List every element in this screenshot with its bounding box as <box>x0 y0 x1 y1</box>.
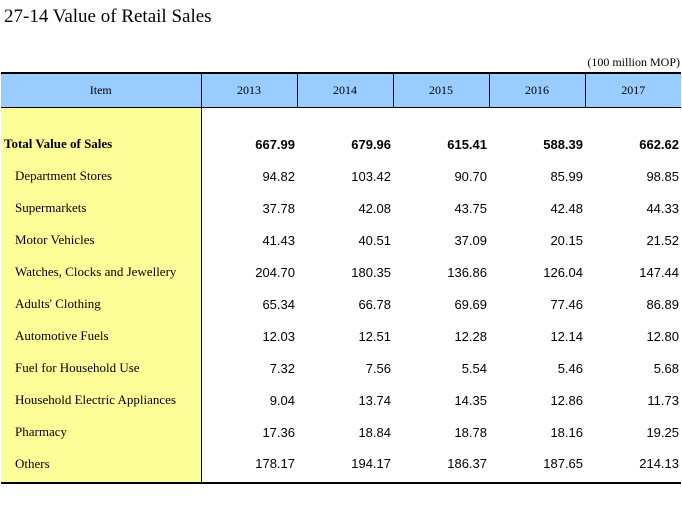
cell-value: 147.44 <box>639 264 679 280</box>
cell-value: 204.70 <box>255 264 295 280</box>
cell-value: 19.25 <box>646 424 679 440</box>
cell-value: 41.43 <box>262 232 295 248</box>
cell-value: 5.68 <box>653 360 679 376</box>
row-label: Supermarkets <box>1 192 202 224</box>
cell-value: 12.51 <box>358 328 391 344</box>
cell-value: 12.28 <box>454 328 487 344</box>
cell-value: 679.96 <box>351 136 391 152</box>
cell-value: 17.36 <box>262 424 295 440</box>
row-label: Pharmacy <box>1 416 202 448</box>
cell-value: 37.09 <box>454 232 487 248</box>
cell-value: 85.99 <box>550 168 583 184</box>
cell-value: 18.84 <box>358 424 391 440</box>
cell-value: 136.86 <box>447 264 487 280</box>
cell-value: 126.04 <box>543 264 583 280</box>
cell-value: 13.74 <box>358 392 391 408</box>
cell-value: 14.35 <box>454 392 487 408</box>
cell-value: 65.34 <box>262 296 295 312</box>
cell-value: 11.73 <box>647 392 679 408</box>
cell-value: 94.82 <box>262 168 295 184</box>
table-row: Department Stores 94.82 103.42 90.70 85.… <box>1 160 681 192</box>
header-year-2016: 2016 <box>488 72 585 108</box>
cell-value: 66.78 <box>358 296 391 312</box>
table-row: Household Electric Appliances 9.04 13.74… <box>1 384 681 416</box>
row-label: Others <box>1 448 202 484</box>
table-row: Motor Vehicles 41.43 40.51 37.09 20.15 2… <box>1 224 681 256</box>
header-year-2014: 2014 <box>296 72 393 108</box>
cell-value: 7.56 <box>365 360 391 376</box>
cell-value: 103.42 <box>351 168 391 184</box>
cell-value: 37.78 <box>262 200 295 216</box>
table-row: Supermarkets 37.78 42.08 43.75 42.48 44.… <box>1 192 681 224</box>
row-label: Total Value of Sales <box>1 128 202 160</box>
table-row: Automotive Fuels 12.03 12.51 12.28 12.14… <box>1 320 681 352</box>
cell-value: 187.65 <box>489 448 585 484</box>
row-label: Motor Vehicles <box>1 224 202 256</box>
row-label: Fuel for Household Use <box>1 352 202 384</box>
cell-value: 5.46 <box>557 360 583 376</box>
cell-value: 615.41 <box>447 136 487 152</box>
cell-value: 12.14 <box>550 328 583 344</box>
cell-value: 5.54 <box>461 360 487 376</box>
header-year-2015: 2015 <box>392 72 489 108</box>
cell-value: 18.16 <box>550 424 583 440</box>
cell-value: 90.70 <box>454 168 487 184</box>
table-row: Others 178.17 194.17 186.37 187.65 214.1… <box>1 448 681 484</box>
row-label: Household Electric Appliances <box>1 384 202 416</box>
cell-value: 42.08 <box>358 200 391 216</box>
table-row: Pharmacy 17.36 18.84 18.78 18.16 19.25 <box>1 416 681 448</box>
table-row: Watches, Clocks and Jewellery 204.70 180… <box>1 256 681 288</box>
cell-value: 12.86 <box>550 392 583 408</box>
cell-value: 180.35 <box>351 264 391 280</box>
row-label: Watches, Clocks and Jewellery <box>1 256 202 288</box>
cell-value: 214.13 <box>585 448 681 484</box>
cell-value: 86.89 <box>646 296 679 312</box>
table-row: Adults' Clothing 65.34 66.78 69.69 77.46… <box>1 288 681 320</box>
cell-value: 178.17 <box>201 448 297 484</box>
row-label: Department Stores <box>1 160 202 192</box>
page-title: 27-14 Value of Retail Sales <box>4 6 212 27</box>
header-year-2013: 2013 <box>200 72 297 108</box>
cell-value: 662.62 <box>639 136 679 152</box>
cell-value: 43.75 <box>454 200 487 216</box>
row-label: Adults' Clothing <box>1 288 202 320</box>
cell-value: 588.39 <box>543 136 583 152</box>
cell-value: 44.33 <box>646 200 679 216</box>
row-label: Automotive Fuels <box>1 320 202 352</box>
table-row-total: Total Value of Sales 667.99 679.96 615.4… <box>1 128 681 160</box>
cell-value: 77.46 <box>550 296 583 312</box>
unit-note: (100 million MOP) <box>587 55 680 69</box>
cell-value: 667.99 <box>255 136 295 152</box>
header-year-2017: 2017 <box>584 72 681 108</box>
cell-value: 42.48 <box>550 200 583 216</box>
cell-value: 12.03 <box>262 328 295 344</box>
cell-value: 194.17 <box>297 448 393 484</box>
cell-value: 186.37 <box>393 448 489 484</box>
retail-sales-table: Item 2013 2014 2015 2016 2017 Total Valu… <box>1 72 681 484</box>
cell-value: 40.51 <box>358 232 391 248</box>
cell-value: 98.85 <box>646 168 679 184</box>
cell-value: 9.04 <box>269 392 295 408</box>
cell-value: 69.69 <box>454 296 487 312</box>
cell-value: 18.78 <box>454 424 487 440</box>
header-item: Item <box>1 72 201 108</box>
cell-value: 12.80 <box>646 328 679 344</box>
spacer-row <box>1 107 681 128</box>
cell-value: 20.15 <box>550 232 583 248</box>
header-row: Item 2013 2014 2015 2016 2017 <box>1 72 681 108</box>
cell-value: 7.32 <box>269 360 295 376</box>
table-row: Fuel for Household Use 7.32 7.56 5.54 5.… <box>1 352 681 384</box>
cell-value: 21.52 <box>646 232 679 248</box>
